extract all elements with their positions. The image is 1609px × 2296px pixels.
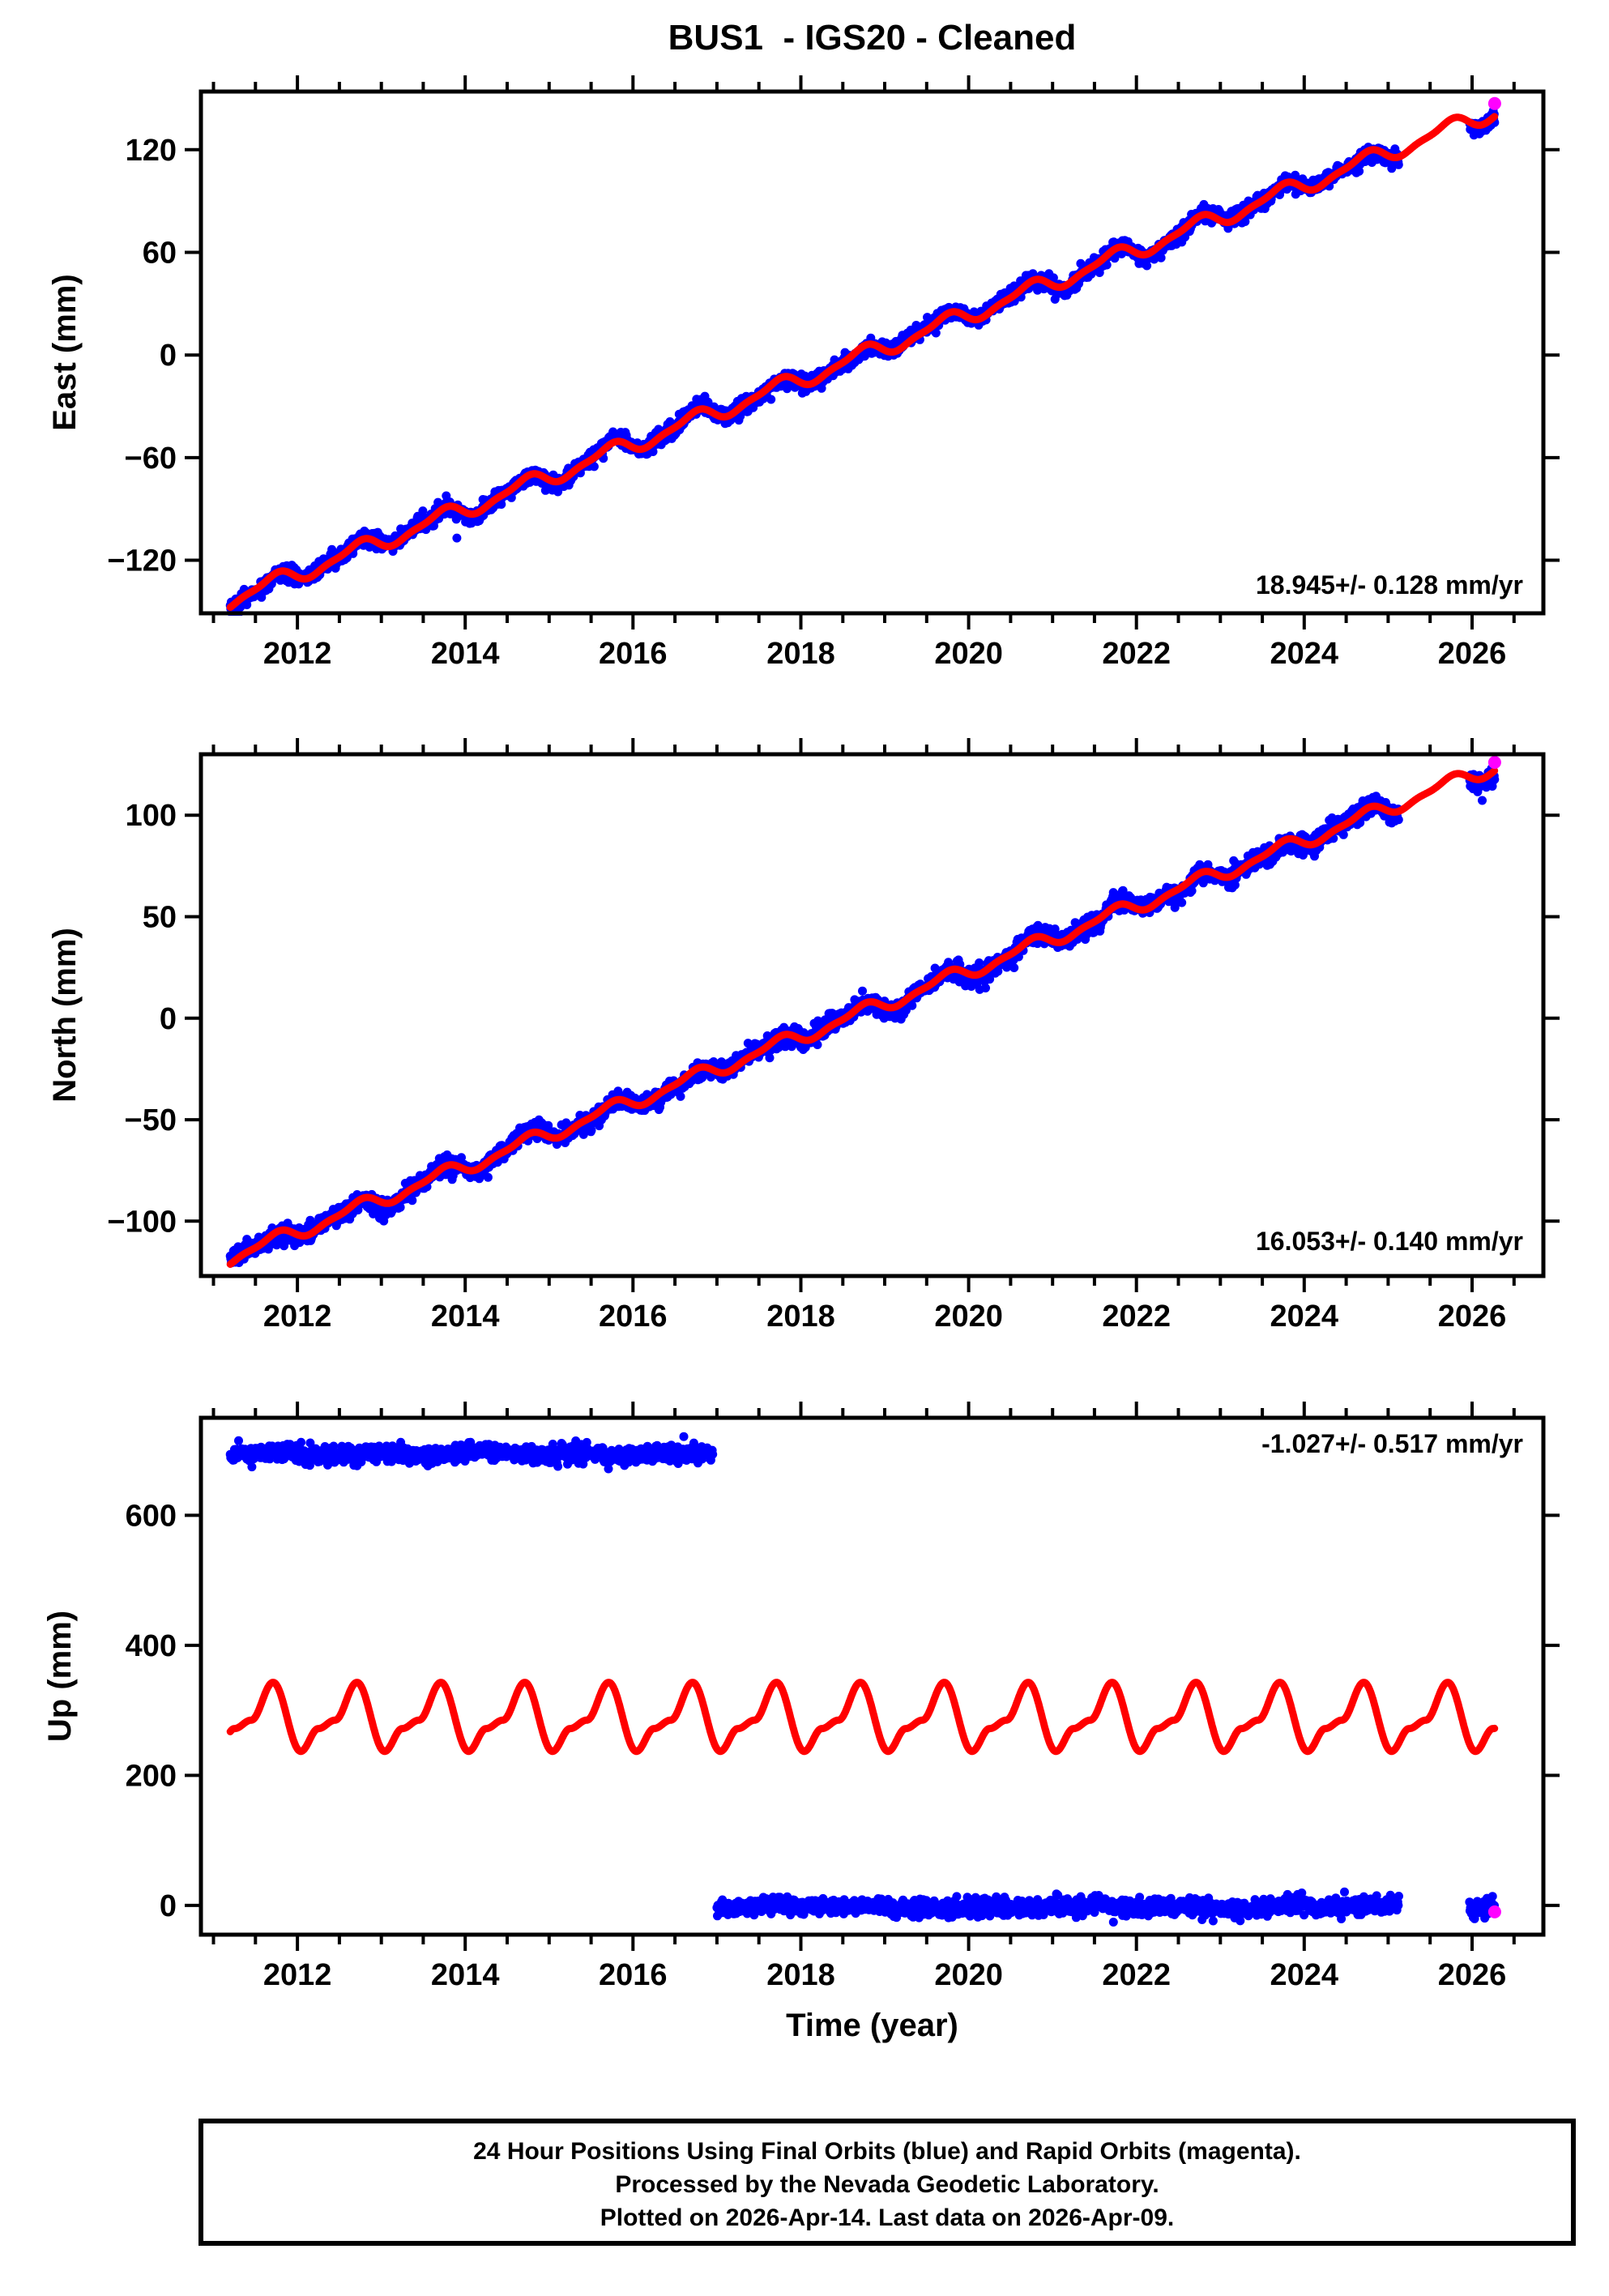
north-model-line xyxy=(226,766,1499,1268)
east-ytick-label: −60 xyxy=(125,442,177,476)
north-xtick-label: 2014 xyxy=(431,1300,500,1334)
north-xtick-label: 2026 xyxy=(1438,1300,1507,1334)
time-axis-label: Time (year) xyxy=(786,2008,958,2043)
up-ytick-label: 0 xyxy=(160,1889,177,1923)
east-model-line xyxy=(226,113,1499,612)
up-xtick-label: 2020 xyxy=(934,1958,1003,1992)
north-xtick-label: 2018 xyxy=(766,1300,835,1334)
up-ytick-label: 400 xyxy=(126,1629,177,1663)
east-panel: 2012 2014 2016 2018 2020 2022 2024 2026 −120 −60 0… xyxy=(107,75,1560,671)
east-ytick-label: 0 xyxy=(160,339,177,373)
up-xtick-label: 2016 xyxy=(599,1958,668,1992)
east-rate-annotation: 18.945+/- 0.128 mm/yr xyxy=(1255,570,1523,600)
up-xtick-label: 2022 xyxy=(1102,1958,1171,1992)
north-ytick-label: 0 xyxy=(160,1002,177,1036)
north-data-layer xyxy=(225,756,1501,1268)
east-xtick-label: 2022 xyxy=(1102,637,1171,671)
north-panel: 2012 2014 2016 2018 2020 2022 2024 2026 −100 −50 0… xyxy=(107,738,1560,1334)
north-ytick-label: 100 xyxy=(126,799,177,833)
up-xtick-label: 2014 xyxy=(431,1958,500,1992)
up-xtick-label: 2012 xyxy=(263,1958,332,1992)
footer-processing-note: Processed by the Nevada Geodetic Laborat… xyxy=(615,2171,1159,2198)
east-frame xyxy=(198,89,1546,616)
east-ytick-label: 120 xyxy=(126,134,177,168)
footer-box: 24 Hour Positions Using Final Orbits (bl… xyxy=(198,2119,1576,2246)
up-final-orbit-points xyxy=(225,1432,1500,1927)
east-xtick-label: 2014 xyxy=(431,637,500,671)
north-rate-annotation: 16.053+/- 0.140 mm/yr xyxy=(1255,1227,1523,1256)
east-xtick-label: 2012 xyxy=(263,637,332,671)
up-frame xyxy=(198,1415,1546,1937)
east-xtick-label: 2016 xyxy=(599,637,668,671)
north-xtick-label: 2024 xyxy=(1270,1300,1339,1334)
east-data-layer xyxy=(225,96,1501,616)
up-rate-annotation: -1.027+/- 0.517 mm/yr xyxy=(1261,1429,1523,1458)
up-xtick-label: 2024 xyxy=(1270,1958,1339,1992)
east-xtick-label: 2020 xyxy=(934,637,1003,671)
up-xtick-label: 2026 xyxy=(1438,1958,1507,1992)
north-xtick-label: 2012 xyxy=(263,1300,332,1334)
page-title: BUS1 - IGS20 - Cleaned xyxy=(668,18,1077,58)
north-ytick-label: −100 xyxy=(107,1205,177,1239)
east-xtick-label: 2024 xyxy=(1270,637,1339,671)
up-ticks: 2012 2014 2016 2018 2020 2022 2024 2026 0 200 400 6… xyxy=(126,1402,1560,1992)
up-data-layer xyxy=(225,1432,1501,1927)
north-ytick-label: −50 xyxy=(125,1103,177,1137)
north-xtick-label: 2022 xyxy=(1102,1300,1171,1334)
footer-dates-note: Plotted on 2026-Apr-14. Last data on 202… xyxy=(600,2204,1175,2231)
up-model-line xyxy=(226,1679,1499,1756)
east-ytick-label: 60 xyxy=(143,237,177,271)
east-xtick-label: 2018 xyxy=(766,637,835,671)
north-ytick-label: 50 xyxy=(143,901,177,935)
east-ticks: 2012 2014 2016 2018 2020 2022 2024 2026 −120 −60 0… xyxy=(107,75,1560,671)
up-panel: 2012 2014 2016 2018 2020 2022 2024 2026 0 200 400 6… xyxy=(126,1402,1560,1992)
footer-orbits-note: 24 Hour Positions Using Final Orbits (bl… xyxy=(473,2138,1301,2165)
north-xtick-label: 2020 xyxy=(934,1300,1003,1334)
up-ytick-label: 600 xyxy=(126,1499,177,1533)
east-xtick-label: 2026 xyxy=(1438,637,1507,671)
north-xtick-label: 2016 xyxy=(599,1300,668,1334)
north-ticks: 2012 2014 2016 2018 2020 2022 2024 2026 −100 −50 0… xyxy=(107,738,1560,1334)
up-ytick-label: 200 xyxy=(126,1759,177,1793)
north-frame xyxy=(198,752,1546,1278)
up-xtick-label: 2018 xyxy=(766,1958,835,1992)
east-ytick-label: −120 xyxy=(107,544,177,578)
